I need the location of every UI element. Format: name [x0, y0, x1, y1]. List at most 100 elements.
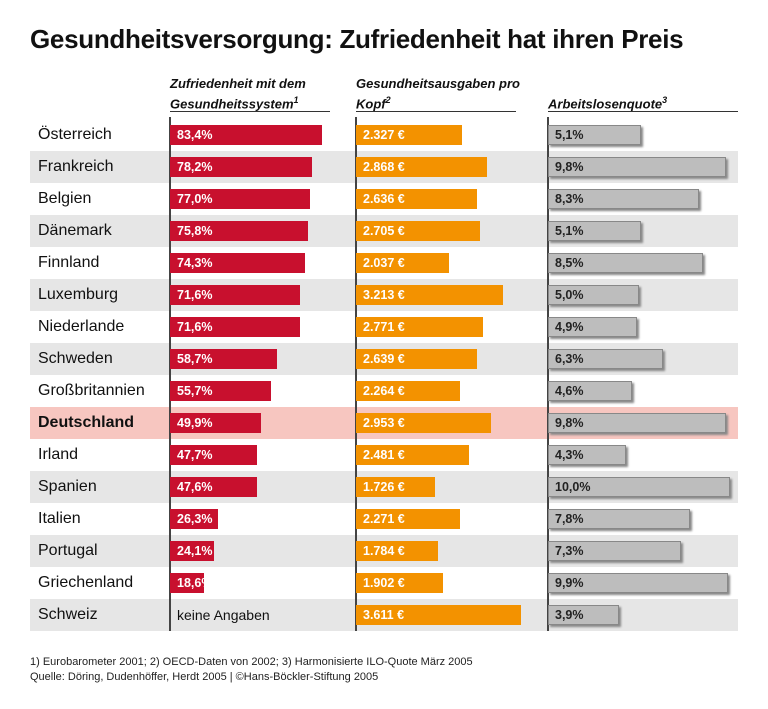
bar — [170, 477, 257, 497]
value-label: 1.784 € — [363, 544, 405, 558]
value-label: 5,1% — [555, 224, 584, 238]
bar — [356, 605, 522, 625]
bar — [548, 381, 632, 401]
header-rule — [548, 111, 738, 112]
value-label: 9,9% — [555, 576, 584, 590]
value-label: 2.037 € — [363, 256, 405, 270]
bar — [356, 477, 435, 497]
category-label: Frankreich — [38, 158, 114, 175]
value-label: 75,8% — [177, 224, 213, 238]
bar — [170, 381, 272, 401]
value-label: 2.481 € — [363, 448, 405, 462]
series-header: Zufriedenheit mit dem Gesundheitssystem1 — [170, 76, 335, 112]
bar — [356, 317, 483, 337]
bar — [548, 541, 681, 561]
value-label: 2.771 € — [363, 320, 405, 334]
bar — [548, 253, 703, 273]
value-label: 71,6% — [177, 288, 213, 302]
bar — [356, 541, 438, 561]
category-label: Dänemark — [38, 222, 112, 239]
header-rule — [170, 111, 330, 112]
bar — [548, 285, 639, 305]
category-label: Irland — [38, 446, 79, 463]
value-label: 24,1% — [177, 544, 213, 558]
category-label: Schweden — [38, 350, 113, 367]
bar — [548, 349, 663, 369]
bar — [548, 317, 638, 337]
bar — [548, 477, 730, 497]
value-label: 2.705 € — [363, 224, 405, 238]
value-label: 8,3% — [555, 192, 584, 206]
value-label: 4,6% — [555, 384, 584, 398]
value-label: 7,8% — [555, 512, 584, 526]
bar — [548, 605, 619, 625]
bar — [356, 253, 450, 273]
value-label: 49,9% — [177, 416, 213, 430]
series-header: Arbeitslosenquote3 — [548, 92, 713, 112]
value-label: 4,3% — [555, 448, 584, 462]
footnote: 1) Eurobarometer 2001; 2) OECD-Daten von… — [30, 656, 473, 668]
value-label: 2.636 € — [363, 192, 405, 206]
category-label: Österreich — [38, 126, 112, 143]
footnote-marker: 2 — [385, 95, 391, 105]
value-label: 2.264 € — [363, 384, 405, 398]
value-label: 55,7% — [177, 384, 213, 398]
series-name: Arbeitslosenquote — [548, 96, 663, 112]
axis-line — [169, 117, 171, 631]
bar — [170, 253, 306, 273]
value-label: 1.902 € — [363, 576, 405, 590]
footnote: Quelle: Döring, Dudenhöffer, Herdt 2005 … — [30, 671, 379, 683]
value-label: 2.639 € — [363, 352, 405, 366]
axis-line — [355, 117, 357, 631]
bar — [170, 413, 261, 433]
value-label: 10,0% — [555, 480, 591, 494]
bar — [170, 285, 301, 305]
bar — [548, 413, 727, 433]
value-label: 2.868 € — [363, 160, 405, 174]
category-label: Niederlande — [38, 318, 125, 335]
value-label: 47,6% — [177, 480, 213, 494]
bar — [356, 349, 477, 369]
value-label: 78,2% — [177, 160, 213, 174]
bar — [356, 157, 488, 177]
value-label: 7,3% — [555, 544, 584, 558]
category-label: Deutschland — [38, 414, 135, 431]
value-label: 47,7% — [177, 448, 213, 462]
bar — [548, 445, 627, 465]
footnote-marker: 1 — [293, 95, 299, 105]
footnote-marker: 3 — [662, 95, 668, 105]
category-label: Luxemburg — [38, 286, 119, 303]
bar — [170, 541, 214, 561]
bar — [356, 445, 470, 465]
value-label: 2.271 € — [363, 512, 405, 526]
bar — [356, 509, 460, 529]
bar — [356, 573, 443, 593]
series-name: Zufriedenheit mit dem Gesundheitssystem — [170, 76, 306, 112]
series-name: Gesundheitsausgaben pro Kopf — [356, 76, 520, 112]
value-label: 9,8% — [555, 416, 584, 430]
bar — [356, 413, 492, 433]
missing-label: keine Angaben — [177, 607, 270, 623]
value-label: 74,3% — [177, 256, 213, 270]
bar — [356, 125, 463, 145]
axis-line — [547, 117, 549, 631]
category-label: Belgien — [38, 190, 92, 207]
value-label: 3,9% — [555, 608, 584, 622]
bar — [356, 381, 460, 401]
bar — [170, 317, 301, 337]
category-label: Schweiz — [38, 606, 98, 623]
category-label: Finnland — [38, 254, 100, 271]
value-label: 6,3% — [555, 352, 584, 366]
value-label: 71,6% — [177, 320, 213, 334]
bar — [170, 125, 322, 145]
category-label: Griechenland — [38, 574, 134, 591]
bar — [548, 189, 700, 209]
bar — [170, 349, 277, 369]
value-label: 26,3% — [177, 512, 213, 526]
bar — [170, 221, 308, 241]
value-label: 2.953 € — [363, 416, 405, 430]
value-label: 58,7% — [177, 352, 213, 366]
bar — [170, 509, 218, 529]
bar — [170, 157, 313, 177]
